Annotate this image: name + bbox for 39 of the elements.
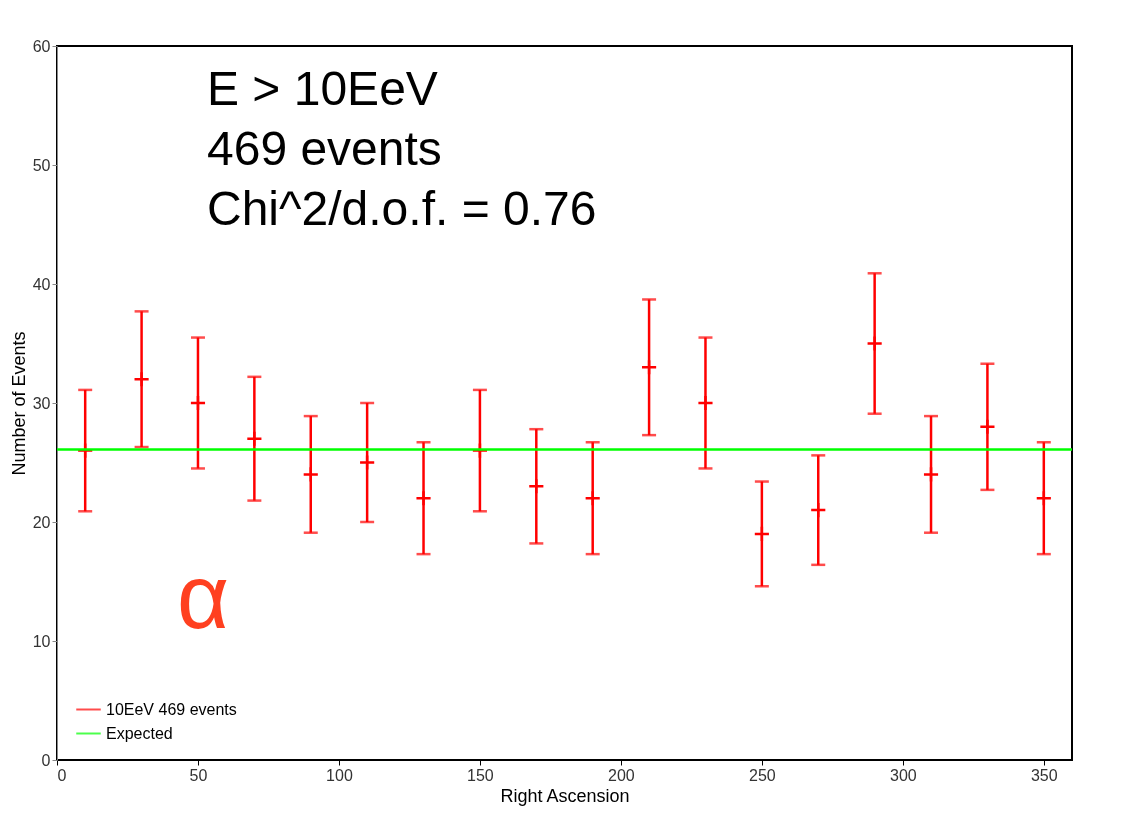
point	[809, 501, 827, 519]
x-axis-title: Right Ascension	[500, 785, 630, 806]
annotation: Chi^2/d.o.f. = 0.76	[207, 182, 597, 235]
point	[1035, 489, 1053, 507]
point	[640, 358, 658, 376]
point	[358, 454, 376, 471]
y-tick-label: 20	[32, 513, 51, 531]
x-tick-label: 300	[889, 766, 917, 784]
y-axis-title: Number of Events	[8, 331, 29, 476]
y-tick-label: 10	[32, 632, 51, 650]
annotation: α	[177, 547, 230, 647]
point	[866, 335, 883, 352]
y-tick-label: 0	[41, 751, 51, 769]
x-tick-label: 0	[57, 766, 67, 784]
point	[246, 430, 263, 448]
point	[979, 418, 996, 436]
point	[415, 489, 432, 507]
x-tick-label: 350	[1030, 766, 1058, 784]
point	[189, 394, 207, 412]
point	[753, 525, 771, 543]
x-tick-label: 200	[608, 766, 635, 784]
y-tick-label: 60	[32, 37, 51, 55]
x-tick-label: 150	[467, 766, 494, 784]
x-tick-label: 100	[326, 766, 353, 784]
point	[922, 466, 940, 483]
legend-label: 10EeV 469 events	[106, 700, 237, 718]
point	[527, 477, 545, 495]
point	[302, 466, 320, 483]
annotation: 469 events	[207, 122, 442, 175]
y-tick-label: 50	[32, 156, 51, 174]
annotation: E > 10EeV	[207, 62, 438, 115]
point	[584, 489, 602, 507]
x-tick-label: 250	[749, 766, 776, 784]
point	[133, 370, 150, 388]
legend-label: Expected	[106, 724, 173, 742]
y-tick-label: 30	[32, 394, 51, 412]
y-tick-label: 40	[32, 275, 51, 293]
x-tick-label: 50	[189, 766, 208, 784]
point	[697, 394, 714, 412]
